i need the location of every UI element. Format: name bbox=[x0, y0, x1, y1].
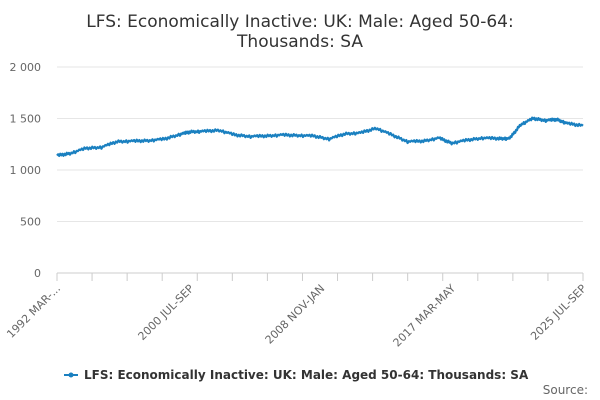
series-line[interactable] bbox=[56, 116, 584, 158]
chart-title-line-1: LFS: Economically Inactive: UK: Male: Ag… bbox=[86, 12, 513, 32]
legend-dot-marker bbox=[68, 372, 74, 378]
y-axis-ticks: 0 500 1 000 1 500 2 000 bbox=[10, 61, 42, 280]
legend-series-label: LFS: Economically Inactive: UK: Male: Ag… bbox=[84, 368, 529, 382]
gridlines bbox=[57, 66, 583, 222]
chart-title-line-2: Thousands: SA bbox=[236, 32, 363, 52]
source-label: Source: bbox=[543, 383, 588, 397]
series-layer bbox=[56, 116, 584, 158]
y-tick-label: 1 000 bbox=[10, 164, 42, 177]
x-tick-label: 2000 JUL-SEP bbox=[136, 282, 197, 343]
x-tick-label: 1992 MAR-... bbox=[4, 282, 63, 341]
x-tick-label: 2008 NOV-JAN bbox=[263, 282, 328, 347]
x-tick-label: 2017 MAR-MAY bbox=[391, 282, 459, 350]
y-tick-label: 500 bbox=[20, 216, 41, 229]
y-tick-label: 0 bbox=[34, 267, 41, 280]
x-tick-label: 2025 JUL-SEP bbox=[528, 282, 589, 343]
x-axis: 1992 MAR-... 2000 JUL-SEP 2008 NOV-JAN 2017… bbox=[4, 272, 589, 350]
y-tick-label: 2 000 bbox=[10, 61, 42, 74]
y-tick-label: 1 500 bbox=[10, 113, 42, 126]
legend[interactable]: LFS: Economically Inactive: UK: Male: Ag… bbox=[64, 368, 529, 382]
